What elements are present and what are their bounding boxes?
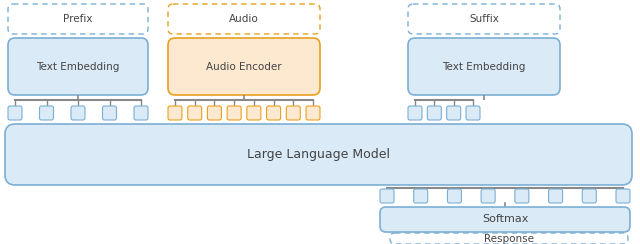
- FancyBboxPatch shape: [582, 189, 596, 203]
- Text: Response: Response: [484, 234, 534, 244]
- FancyBboxPatch shape: [428, 106, 442, 120]
- FancyBboxPatch shape: [227, 106, 241, 120]
- FancyBboxPatch shape: [134, 106, 148, 120]
- FancyBboxPatch shape: [408, 38, 560, 95]
- FancyBboxPatch shape: [548, 189, 563, 203]
- FancyBboxPatch shape: [616, 189, 630, 203]
- FancyBboxPatch shape: [267, 106, 280, 120]
- Text: Large Language Model: Large Language Model: [247, 148, 390, 161]
- FancyBboxPatch shape: [306, 106, 320, 120]
- FancyBboxPatch shape: [447, 106, 461, 120]
- FancyBboxPatch shape: [8, 38, 148, 95]
- FancyBboxPatch shape: [188, 106, 202, 120]
- FancyBboxPatch shape: [515, 189, 529, 203]
- FancyBboxPatch shape: [8, 106, 22, 120]
- FancyBboxPatch shape: [481, 189, 495, 203]
- FancyBboxPatch shape: [466, 106, 480, 120]
- FancyBboxPatch shape: [168, 38, 320, 95]
- FancyBboxPatch shape: [71, 106, 85, 120]
- FancyBboxPatch shape: [447, 189, 461, 203]
- FancyBboxPatch shape: [247, 106, 261, 120]
- Text: Softmax: Softmax: [482, 214, 528, 224]
- FancyBboxPatch shape: [207, 106, 221, 120]
- FancyBboxPatch shape: [413, 189, 428, 203]
- Text: Audio Encoder: Audio Encoder: [206, 61, 282, 71]
- FancyBboxPatch shape: [168, 106, 182, 120]
- FancyBboxPatch shape: [380, 207, 630, 232]
- FancyBboxPatch shape: [380, 189, 394, 203]
- Text: Prefix: Prefix: [63, 14, 93, 24]
- FancyBboxPatch shape: [102, 106, 116, 120]
- Text: Suffix: Suffix: [469, 14, 499, 24]
- Text: Audio: Audio: [229, 14, 259, 24]
- Text: Text Embedding: Text Embedding: [442, 61, 525, 71]
- FancyBboxPatch shape: [5, 124, 632, 185]
- FancyBboxPatch shape: [286, 106, 300, 120]
- Text: Text Embedding: Text Embedding: [36, 61, 120, 71]
- FancyBboxPatch shape: [408, 106, 422, 120]
- FancyBboxPatch shape: [40, 106, 54, 120]
